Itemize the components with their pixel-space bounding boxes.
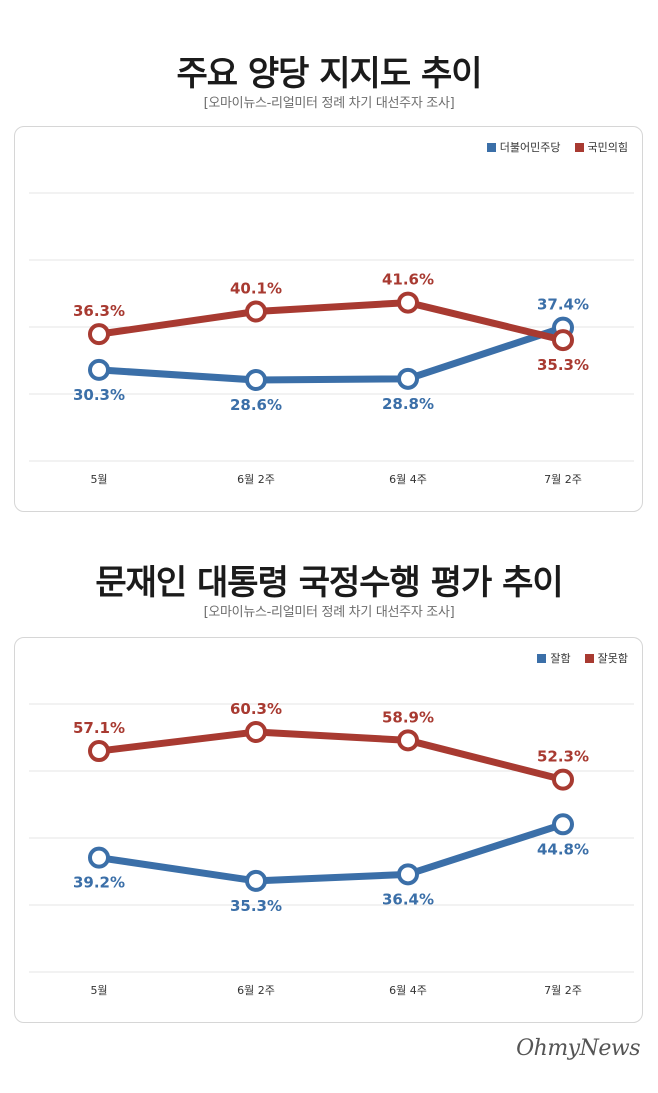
legend-swatch bbox=[584, 653, 594, 663]
data-point bbox=[552, 813, 574, 836]
x-tick-label: 5월 bbox=[90, 984, 107, 997]
chart2-legend: 잘함 잘못함 bbox=[537, 650, 628, 666]
chart2-plot: 5월 6월 2주 6월 4주 7월 2주 39.2% 35.3% 36.4% 44.8% 57.… bbox=[29, 700, 634, 997]
ohmynews-logo: OhmyNews bbox=[516, 1036, 640, 1061]
data-label: 28.8% bbox=[382, 395, 434, 413]
legend-item: 국민의힘 bbox=[574, 139, 628, 155]
x-tick-label: 7월 2주 bbox=[544, 473, 582, 486]
chart1-title: 주요 양당 지지도 추이 bbox=[0, 46, 658, 95]
x-tick-label: 6월 4주 bbox=[389, 473, 427, 486]
legend-label: 잘함 bbox=[550, 652, 571, 665]
chart1-subtitle: [오마이뉴스-리얼미터 정례 차기 대선주자 조사] bbox=[203, 96, 455, 111]
data-label: 28.6% bbox=[230, 396, 282, 414]
data-label: 41.6% bbox=[382, 271, 434, 289]
x-tick-label: 6월 4주 bbox=[389, 984, 427, 997]
data-point bbox=[88, 358, 110, 381]
data-point bbox=[397, 729, 419, 752]
data-label: 35.3% bbox=[230, 897, 282, 915]
data-point bbox=[397, 367, 419, 390]
series-line bbox=[95, 299, 567, 344]
series-line bbox=[95, 820, 567, 885]
chart1-title-bold: 주요 양당 지지도 bbox=[176, 54, 411, 94]
data-point bbox=[552, 768, 574, 791]
x-tick-label: 5월 bbox=[90, 473, 107, 486]
data-point bbox=[245, 300, 267, 323]
legend-item: 잘함 bbox=[537, 650, 571, 666]
data-label: 35.3% bbox=[537, 356, 589, 374]
legend-label: 국민의힘 bbox=[587, 141, 628, 154]
data-point bbox=[88, 323, 110, 346]
data-label: 44.8% bbox=[537, 840, 589, 858]
chart2-title: 문재인 대통령 국정수행 평가 추이 bbox=[0, 555, 658, 604]
data-point bbox=[552, 329, 574, 352]
legend-swatch bbox=[574, 142, 584, 152]
chart2-title-rest: 문재인 bbox=[95, 563, 198, 603]
legend-swatch bbox=[537, 653, 547, 663]
chart2-title-end: 추이 bbox=[491, 563, 564, 603]
series-line bbox=[95, 324, 567, 384]
data-point bbox=[88, 846, 110, 869]
data-point bbox=[397, 863, 419, 886]
chart2-title-bold: 대통령 국정수행 평가 bbox=[197, 563, 492, 603]
data-point bbox=[245, 869, 267, 892]
data-point bbox=[88, 740, 110, 763]
x-tick-label: 6월 2주 bbox=[237, 473, 275, 486]
data-label: 37.4% bbox=[537, 296, 589, 314]
chart1-plot: 5월 6월 2주 6월 4주 7월 2주 30.3% 28.6% 28.8% 37.4% 36.… bbox=[29, 192, 634, 486]
data-label: 36.4% bbox=[382, 890, 434, 908]
x-tick-label: 6월 2주 bbox=[237, 984, 275, 997]
data-label: 40.1% bbox=[230, 280, 282, 298]
legend-label: 잘못함 bbox=[597, 652, 628, 665]
data-label: 58.9% bbox=[382, 708, 434, 726]
data-label: 39.2% bbox=[73, 874, 125, 892]
data-label: 57.1% bbox=[73, 719, 125, 737]
series-line bbox=[95, 728, 567, 784]
legend-item: 더불어민주당 bbox=[486, 139, 561, 155]
chart1-panel: 더불어민주당 국민의힘 5월 6월 2주 6월 4주 7월 2주 30.3% 28.6% 28… bbox=[14, 126, 643, 512]
data-label: 36.3% bbox=[73, 302, 125, 320]
data-point bbox=[245, 369, 267, 392]
chart1-legend: 더불어민주당 국민의힘 bbox=[486, 139, 628, 155]
chart2-panel: 잘함 잘못함 5월 6월 2주 6월 4주 7월 2주 39.2% 35.3% 36.4% 44… bbox=[14, 637, 643, 1023]
chart1-title-rest: 추이 bbox=[410, 54, 483, 94]
data-label: 60.3% bbox=[230, 700, 282, 718]
data-label: 30.3% bbox=[73, 386, 125, 404]
data-point bbox=[397, 291, 419, 314]
legend-swatch bbox=[486, 142, 496, 152]
chart2-subtitle: [오마이뉴스-리얼미터 정례 차기 대선주자 조사] bbox=[203, 605, 455, 620]
legend-item: 잘못함 bbox=[584, 650, 628, 666]
legend-label: 더불어민주당 bbox=[499, 141, 561, 154]
x-tick-label: 7월 2주 bbox=[544, 984, 582, 997]
data-label: 52.3% bbox=[537, 748, 589, 766]
data-point bbox=[245, 720, 267, 743]
